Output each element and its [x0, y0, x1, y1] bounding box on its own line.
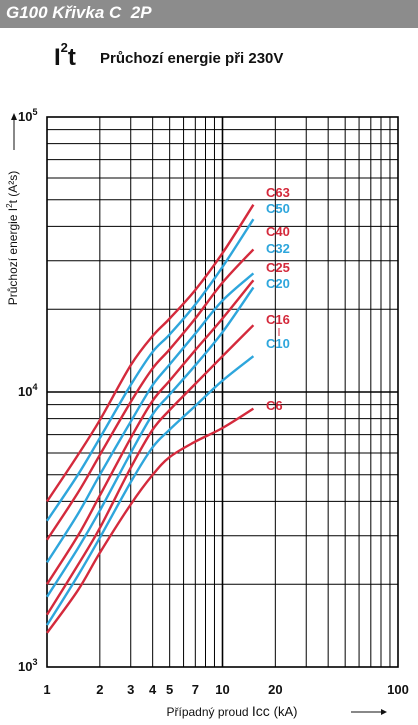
- x-axis-arrow-head: [381, 709, 387, 715]
- y-tick-base: 10: [18, 384, 32, 399]
- x-tick-label: 5: [166, 682, 173, 697]
- x-tick-label: 100: [387, 682, 409, 697]
- series-label-c10: C10: [266, 336, 290, 351]
- y-axis-arrow-head: [11, 113, 17, 120]
- series-label-c50: C50: [266, 201, 290, 216]
- series-line-c25: [45, 279, 255, 585]
- series-layer: [45, 204, 255, 634]
- x-tick-label: 7: [192, 682, 199, 697]
- y-axis-label-unit: (A²s): [6, 171, 20, 197]
- series-label-c6: C6: [266, 398, 283, 413]
- plot-frame: [46, 116, 399, 668]
- i2t-tail: t: [67, 44, 76, 71]
- series-line-c32: [45, 272, 255, 564]
- x-tick-label: 10: [215, 682, 229, 697]
- y-axis-label-tail: t: [6, 197, 20, 204]
- i2t-base: I: [54, 44, 61, 71]
- series-label-c16: C16: [266, 312, 290, 327]
- grid-layer: [46, 116, 399, 668]
- series-label-c25: C25: [266, 260, 290, 275]
- series-line-c6: [46, 407, 255, 634]
- y-tick-exponent: 4: [32, 382, 37, 392]
- y-tick-base: 10: [18, 109, 32, 124]
- x-tick-label: 2: [96, 682, 103, 697]
- x-axis-label-symbol: Icc: [252, 703, 274, 719]
- x-tick-label: 20: [268, 682, 282, 697]
- series-label-c32: C32: [266, 241, 290, 256]
- x-axis-label-unit: (kA): [274, 704, 298, 719]
- series-label-c20: C20: [266, 276, 290, 291]
- y-axis-label-symbol: I: [6, 208, 20, 211]
- x-axis-label-prefix: Případný proud: [166, 705, 251, 719]
- y-tick-label: 104: [18, 382, 37, 399]
- series-label-c40: C40: [266, 224, 290, 239]
- y-axis-label-prefix: Průchozí energie: [6, 211, 20, 305]
- series-line-c10: [45, 355, 255, 626]
- x-tick-label: 3: [127, 682, 134, 697]
- series-line-c50: [46, 218, 255, 522]
- series-label-c63: C63: [266, 185, 290, 200]
- series-line-c63: [46, 204, 255, 503]
- x-tick-label: 4: [149, 682, 157, 697]
- header-bar: G100 Křivka C 2P: [0, 0, 418, 28]
- header-title: G100 Křivka C 2P: [6, 3, 152, 22]
- y-tick-label: 105: [18, 107, 37, 124]
- i2t-symbol: I2t: [54, 40, 76, 72]
- y-tick-exponent: 3: [32, 657, 37, 667]
- chart-subtitle: Průchozí energie při 230V: [100, 50, 284, 67]
- x-tick-label: 1: [43, 682, 50, 697]
- series-line-c40: [46, 248, 255, 541]
- i2t-superscript: 2: [60, 40, 68, 55]
- y-axis-label: Průchozí energie I2t (A²s): [5, 171, 20, 306]
- y-tick-label: 103: [18, 657, 37, 674]
- series-line-c16: [45, 324, 255, 616]
- y-tick-base: 10: [18, 659, 32, 674]
- y-tick-exponent: 5: [32, 107, 37, 117]
- y-axis-label-superscript: 2: [5, 203, 14, 208]
- x-axis-label: Případný proud Icc (kA): [166, 703, 297, 719]
- series-line-c20: [45, 286, 255, 598]
